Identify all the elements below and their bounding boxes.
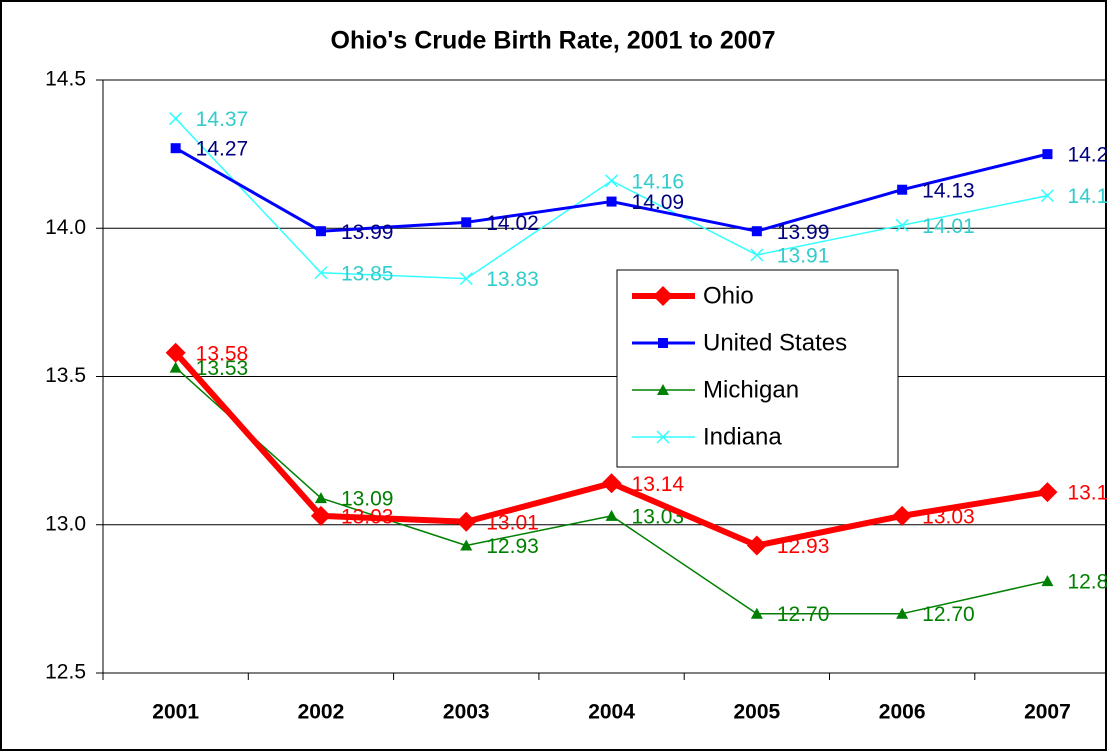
legend-label: Michigan bbox=[703, 376, 799, 403]
x-tick-label: 2003 bbox=[443, 701, 490, 724]
data-point bbox=[1037, 482, 1058, 503]
data-label: 12.70 bbox=[777, 603, 830, 626]
data-label: 13.85 bbox=[341, 262, 394, 285]
data-point bbox=[459, 272, 473, 286]
data-label: 13.09 bbox=[341, 488, 394, 511]
data-point bbox=[750, 248, 764, 262]
data-label: 13.11 bbox=[1067, 482, 1107, 505]
data-point bbox=[605, 509, 618, 521]
x-tick-label: 2005 bbox=[733, 701, 780, 724]
data-label: 14.16 bbox=[632, 170, 685, 193]
data-label: 14.02 bbox=[486, 212, 539, 235]
data-point bbox=[169, 112, 183, 126]
legend-marker bbox=[657, 384, 669, 395]
data-label: 13.58 bbox=[196, 342, 249, 365]
y-tick-label: 12.5 bbox=[45, 661, 86, 684]
data-point bbox=[746, 535, 767, 556]
x-tick-label: 2007 bbox=[1024, 701, 1071, 724]
x-tick-label: 2004 bbox=[588, 701, 635, 724]
data-label: 14.25 bbox=[1067, 144, 1107, 167]
data-point bbox=[1040, 189, 1054, 203]
legend-marker bbox=[653, 286, 673, 306]
x-tick-label: 2006 bbox=[879, 701, 926, 724]
legend-label: United States bbox=[703, 329, 847, 356]
data-point bbox=[605, 174, 619, 188]
chart-title: Ohio's Crude Birth Rate, 2001 to 2007 bbox=[331, 27, 776, 55]
data-label: 13.03 bbox=[341, 505, 394, 528]
y-tick-label: 14.5 bbox=[45, 68, 86, 91]
data-label: 13.01 bbox=[486, 511, 539, 534]
y-tick-label: 14.0 bbox=[45, 216, 86, 239]
data-point bbox=[1041, 575, 1054, 587]
x-tick-label: 2002 bbox=[298, 701, 345, 724]
data-point bbox=[461, 217, 472, 228]
legend-label: Ohio bbox=[703, 282, 754, 309]
legend-marker bbox=[656, 430, 670, 444]
y-tick-label: 13.5 bbox=[45, 364, 86, 387]
data-label: 14.09 bbox=[632, 191, 685, 214]
data-label: 14.01 bbox=[922, 215, 975, 238]
y-tick-label: 13.0 bbox=[45, 512, 86, 535]
data-label: 13.14 bbox=[632, 473, 685, 496]
data-label: 12.93 bbox=[777, 535, 830, 558]
data-point bbox=[165, 342, 186, 363]
data-label: 13.99 bbox=[341, 221, 394, 244]
data-point bbox=[456, 511, 477, 532]
data-point bbox=[751, 226, 762, 237]
legend-marker bbox=[658, 338, 668, 348]
data-label: 13.91 bbox=[777, 244, 830, 267]
data-label: 13.53 bbox=[196, 357, 249, 380]
data-label: 13.03 bbox=[922, 505, 975, 528]
data-label: 12.70 bbox=[922, 603, 975, 626]
data-point bbox=[1042, 149, 1053, 160]
data-point bbox=[606, 196, 617, 207]
legend-label: Indiana bbox=[703, 423, 782, 450]
data-point bbox=[314, 492, 327, 504]
data-point bbox=[460, 539, 473, 551]
data-label: 14.13 bbox=[922, 179, 975, 202]
data-label: 12.93 bbox=[486, 535, 539, 558]
data-point bbox=[895, 218, 909, 232]
data-label: 14.11 bbox=[1067, 185, 1107, 208]
data-point bbox=[310, 505, 331, 526]
data-label: 13.99 bbox=[777, 221, 830, 244]
data-label: 13.83 bbox=[486, 268, 539, 291]
data-point bbox=[892, 505, 913, 526]
data-point bbox=[896, 607, 909, 619]
data-label: 14.27 bbox=[196, 138, 249, 161]
data-label: 14.37 bbox=[196, 108, 249, 131]
data-point bbox=[314, 266, 328, 280]
data-point bbox=[170, 143, 181, 154]
data-point bbox=[315, 226, 326, 237]
x-tick-label: 2001 bbox=[152, 701, 199, 724]
legend: Ohio United States Michigan Indiana bbox=[616, 269, 899, 468]
data-point bbox=[897, 184, 908, 195]
data-point bbox=[750, 607, 763, 619]
data-point bbox=[169, 361, 182, 373]
data-label: 12.81 bbox=[1067, 571, 1107, 594]
data-point bbox=[601, 473, 622, 494]
